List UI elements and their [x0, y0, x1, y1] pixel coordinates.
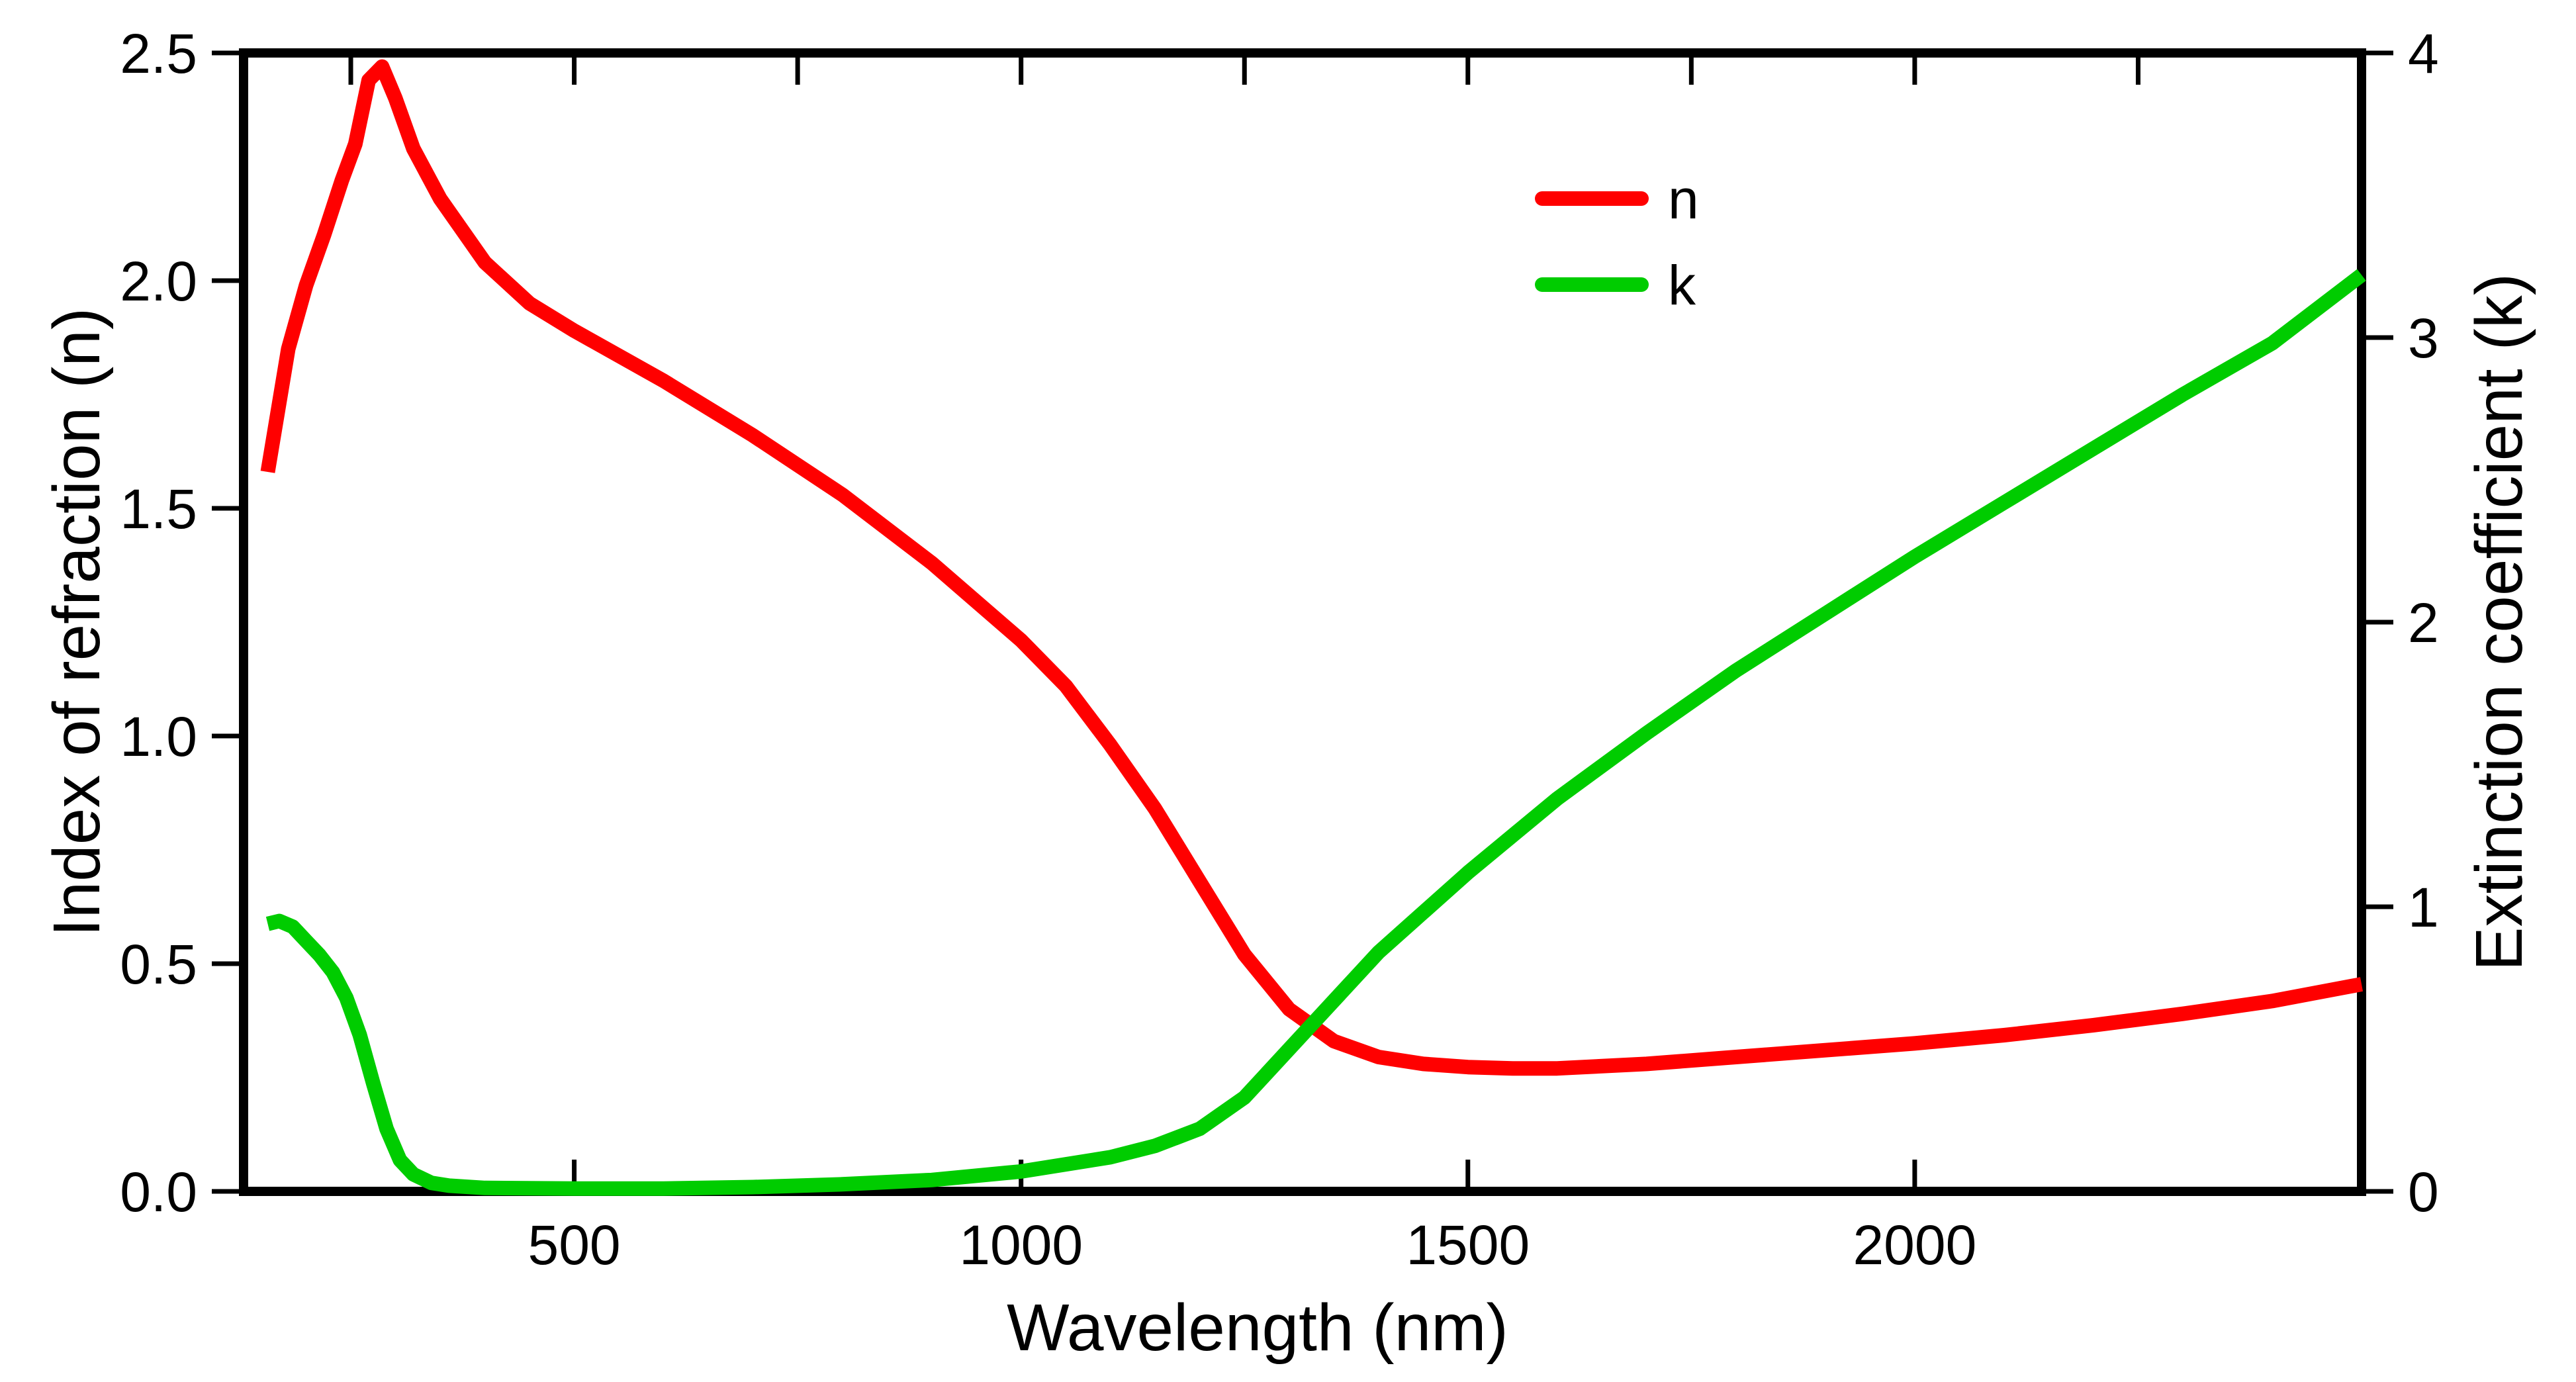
- y-left-tick-label: 1.5: [120, 478, 197, 540]
- series-line-k: [265, 269, 2366, 1196]
- y-left-tick-label: 1.0: [120, 706, 197, 768]
- y-right-tick-label: 1: [2408, 876, 2439, 939]
- x-tick-label: 2000: [1853, 1214, 1976, 1276]
- x-axis-title: Wavelength (nm): [1007, 1291, 1508, 1365]
- y-left-tick-label: 0.0: [120, 1161, 197, 1223]
- tick-labels: 500 1000 1500 2000 0.0 0.5 1.0 1.5 2.0 2.5 0 1 2 3 4: [120, 23, 2439, 1276]
- y-left-tick-label: 0.5: [120, 933, 197, 995]
- y-right-tick-label: 4: [2408, 23, 2439, 85]
- y-left-tick-label: 2.0: [120, 250, 197, 312]
- y-axis-left-title: Index of refraction (n): [40, 308, 114, 937]
- x-tick-label: 500: [528, 1214, 620, 1276]
- legend-label-n: n: [1668, 168, 1699, 230]
- axis-ticks: [212, 50, 2393, 1194]
- y-left-tick-label: 2.5: [120, 23, 197, 85]
- data-series: [260, 59, 2366, 1196]
- x-tick-label: 1500: [1406, 1214, 1530, 1276]
- x-tick-label: 1000: [959, 1214, 1083, 1276]
- y-right-tick-label: 0: [2408, 1161, 2439, 1223]
- legend-label-k: k: [1668, 254, 1696, 316]
- legend: n k: [1535, 168, 1699, 316]
- y-axis-right-title: Extinction coefficient (k): [2462, 273, 2536, 971]
- y-right-tick-label: 3: [2408, 307, 2439, 369]
- series-line-n: [260, 59, 2364, 1076]
- y-right-tick-label: 2: [2408, 592, 2439, 654]
